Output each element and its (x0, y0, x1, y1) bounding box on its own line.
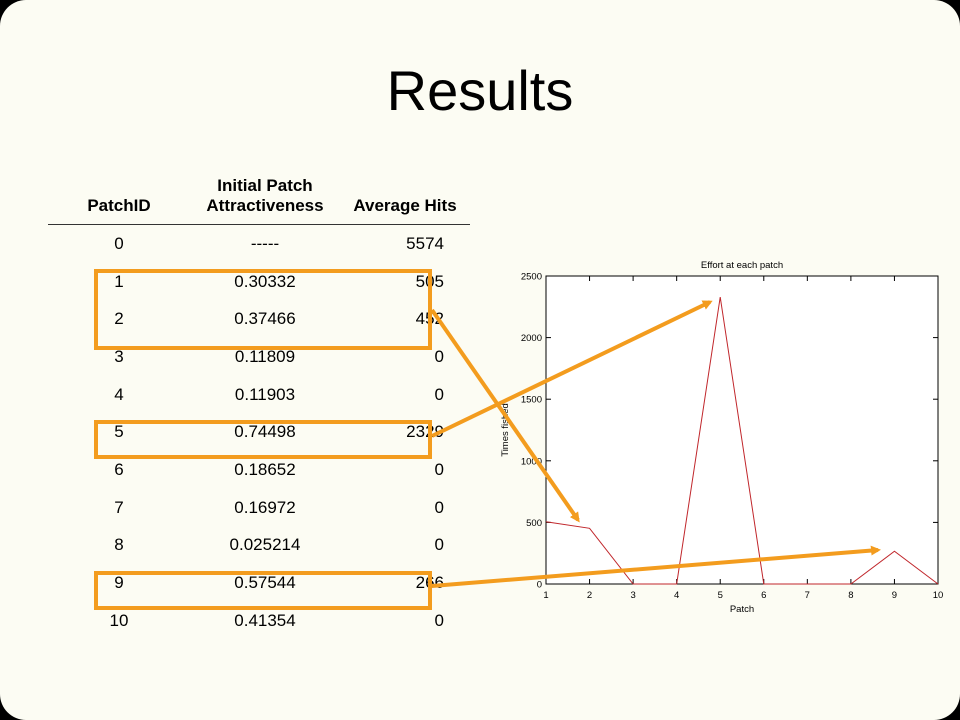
cell-attractiveness: 0.025214 (229, 535, 301, 555)
series-line (545, 296, 939, 585)
highlight-box-patches-1-2 (94, 269, 432, 350)
y-tick-label: 500 (526, 518, 542, 529)
table-row: 4 0.11903 0 (48, 376, 470, 414)
cell-patchid: 8 (114, 535, 124, 555)
cell-patchid: 10 (109, 610, 129, 630)
cell-average-hits: 5574 (406, 233, 444, 253)
cell-attractiveness: ----- (250, 233, 280, 253)
y-axis-label: Times fished (500, 403, 511, 457)
cell-patchid: 0 (114, 233, 124, 253)
annotation-arrow (430, 308, 580, 523)
cell-average-hits: 0 (434, 497, 444, 517)
y-tick-label: 2000 (521, 333, 542, 344)
y-tick-label: 0 (537, 580, 542, 591)
cell-average-hits: 0 (434, 346, 444, 366)
x-tick-label: 3 (630, 590, 635, 601)
cell-attractiveness: 0.41354 (234, 610, 296, 630)
cell-average-hits: 0 (434, 459, 444, 479)
table-row: 0 ----- 5574 (48, 225, 470, 263)
y-tick-label: 1500 (521, 395, 542, 406)
plot-area (545, 275, 939, 585)
table-row: 10 0.41354 0 (48, 602, 470, 640)
cell-attractiveness: 0.74498 (234, 422, 296, 442)
chart-title: Effort at each patch (701, 260, 783, 271)
cell-attractiveness: 0.11903 (234, 384, 296, 404)
x-tick-label: 5 (718, 590, 723, 601)
cell-attractiveness: 0.37466 (234, 309, 296, 329)
table-row: 8 0.025214 0 (48, 527, 470, 565)
cell-attractiveness: 0.11809 (234, 346, 296, 366)
x-axis-label: Patch (730, 604, 754, 615)
highlight-box-patch-9 (94, 571, 432, 610)
cell-patchid: 1 (114, 271, 124, 291)
cell-average-hits: 0 (434, 610, 444, 630)
slide-title: Results (386, 59, 574, 122)
table-row: 7 0.16972 0 (48, 489, 470, 527)
table-row: 3 0.11809 0 (48, 338, 470, 376)
cell-patchid: 5 (114, 422, 124, 442)
cell-attractiveness: 0.30332 (234, 271, 296, 291)
x-tick-label: 9 (892, 590, 897, 601)
cell-patchid: 6 (114, 459, 124, 479)
y-tick-label: 2500 (521, 272, 542, 283)
header-attractiveness: Initial Patch Attractiveness (190, 172, 340, 225)
x-tick-label: 6 (761, 590, 766, 601)
header-average-hits: Average Hits (340, 172, 470, 225)
header-patchid: PatchID (48, 172, 190, 225)
table-header-row: PatchID Initial Patch Attractiveness Ave… (48, 172, 470, 225)
x-tick-label: 2 (587, 590, 592, 601)
cell-patchid: 3 (114, 346, 124, 366)
x-tick-label: 8 (848, 590, 853, 601)
annotation-arrow (431, 545, 881, 588)
cell-average-hits: 0 (434, 535, 444, 555)
cell-average-hits: 0 (434, 384, 444, 404)
x-tick-label: 1 (543, 590, 548, 601)
y-tick-label: 1000 (521, 456, 542, 467)
highlight-box-patch-5 (94, 420, 432, 459)
annotation-arrow (431, 300, 713, 438)
cell-patchid: 2 (114, 309, 124, 329)
cell-patchid: 4 (114, 384, 124, 404)
table-row: 1 0.30332 505 (48, 263, 470, 301)
cell-attractiveness: 0.57544 (234, 573, 296, 593)
x-tick-label: 4 (674, 590, 679, 601)
cell-attractiveness: 0.18652 (234, 459, 296, 479)
x-tick-label: 7 (805, 590, 810, 601)
cell-patchid: 7 (114, 497, 124, 517)
x-tick-label: 10 (933, 590, 944, 601)
table-row: 6 0.18652 0 (48, 451, 470, 489)
cell-attractiveness: 0.16972 (234, 497, 296, 517)
cell-patchid: 9 (114, 573, 124, 593)
